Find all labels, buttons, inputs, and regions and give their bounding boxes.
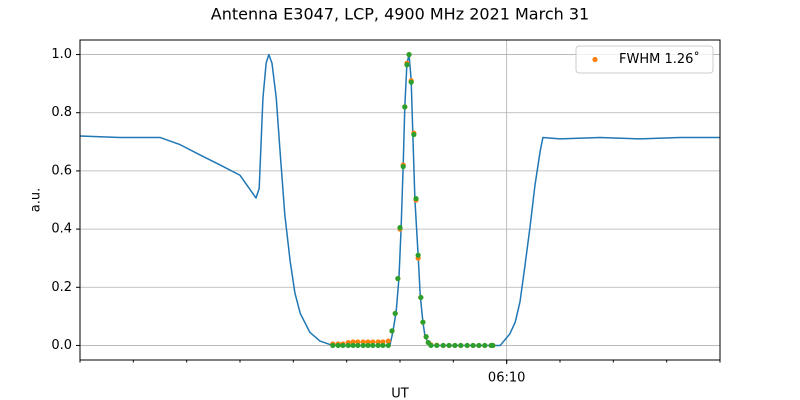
data-point	[470, 342, 476, 349]
data-point	[490, 342, 496, 349]
data-point	[370, 342, 376, 349]
data-point	[395, 275, 401, 282]
data-point	[446, 342, 452, 349]
y-tick-label: 0.0	[51, 338, 72, 353]
data-line	[79, 53, 720, 347]
data-point	[402, 104, 408, 110]
data-point	[464, 342, 470, 349]
data-point	[418, 294, 424, 301]
legend-label: FWHM 1.26˚	[619, 51, 700, 67]
data-point	[345, 342, 351, 349]
data-point	[392, 310, 398, 317]
y-tick-label: 0.4	[51, 222, 72, 237]
data-point	[482, 342, 488, 349]
data-point	[375, 342, 381, 349]
data-point	[385, 342, 391, 349]
data-point	[335, 342, 341, 349]
data-point	[440, 342, 446, 349]
data-point	[406, 51, 412, 58]
data-point	[428, 342, 434, 349]
data-point	[408, 79, 414, 85]
data-point	[413, 195, 419, 202]
data-point	[415, 252, 421, 258]
data-point	[350, 342, 356, 349]
data-point	[397, 225, 403, 231]
data-point	[476, 342, 482, 349]
data-point	[330, 342, 336, 349]
legend-marker	[592, 56, 598, 63]
y-tick-label: 0.8	[51, 105, 72, 120]
y-tick-label: 0.2	[51, 280, 72, 295]
data-point	[404, 62, 410, 68]
data-point	[400, 163, 406, 170]
data-point	[411, 131, 417, 138]
data-point	[355, 342, 361, 349]
data-point	[434, 342, 440, 349]
data-point	[423, 334, 429, 340]
axes-frame	[79, 39, 721, 361]
x-tick-label: 06:10	[488, 371, 525, 386]
y-tick-label: 0.6	[51, 163, 72, 178]
chart-title: Antenna E3047, LCP, 4900 MHz 2021 March …	[211, 5, 589, 24]
data-point	[360, 342, 366, 349]
data-point	[365, 342, 371, 349]
y-axis-label: a.u.	[29, 188, 44, 212]
data-point	[340, 342, 346, 349]
legend-box	[575, 45, 714, 74]
y-tick-label: 1.0	[51, 47, 72, 62]
data-point	[458, 342, 464, 349]
x-axis-label: UT	[391, 387, 409, 400]
data-point	[380, 342, 386, 349]
data-point	[452, 342, 458, 349]
data-point	[385, 338, 391, 344]
data-point	[389, 328, 395, 334]
data-point	[420, 319, 426, 325]
